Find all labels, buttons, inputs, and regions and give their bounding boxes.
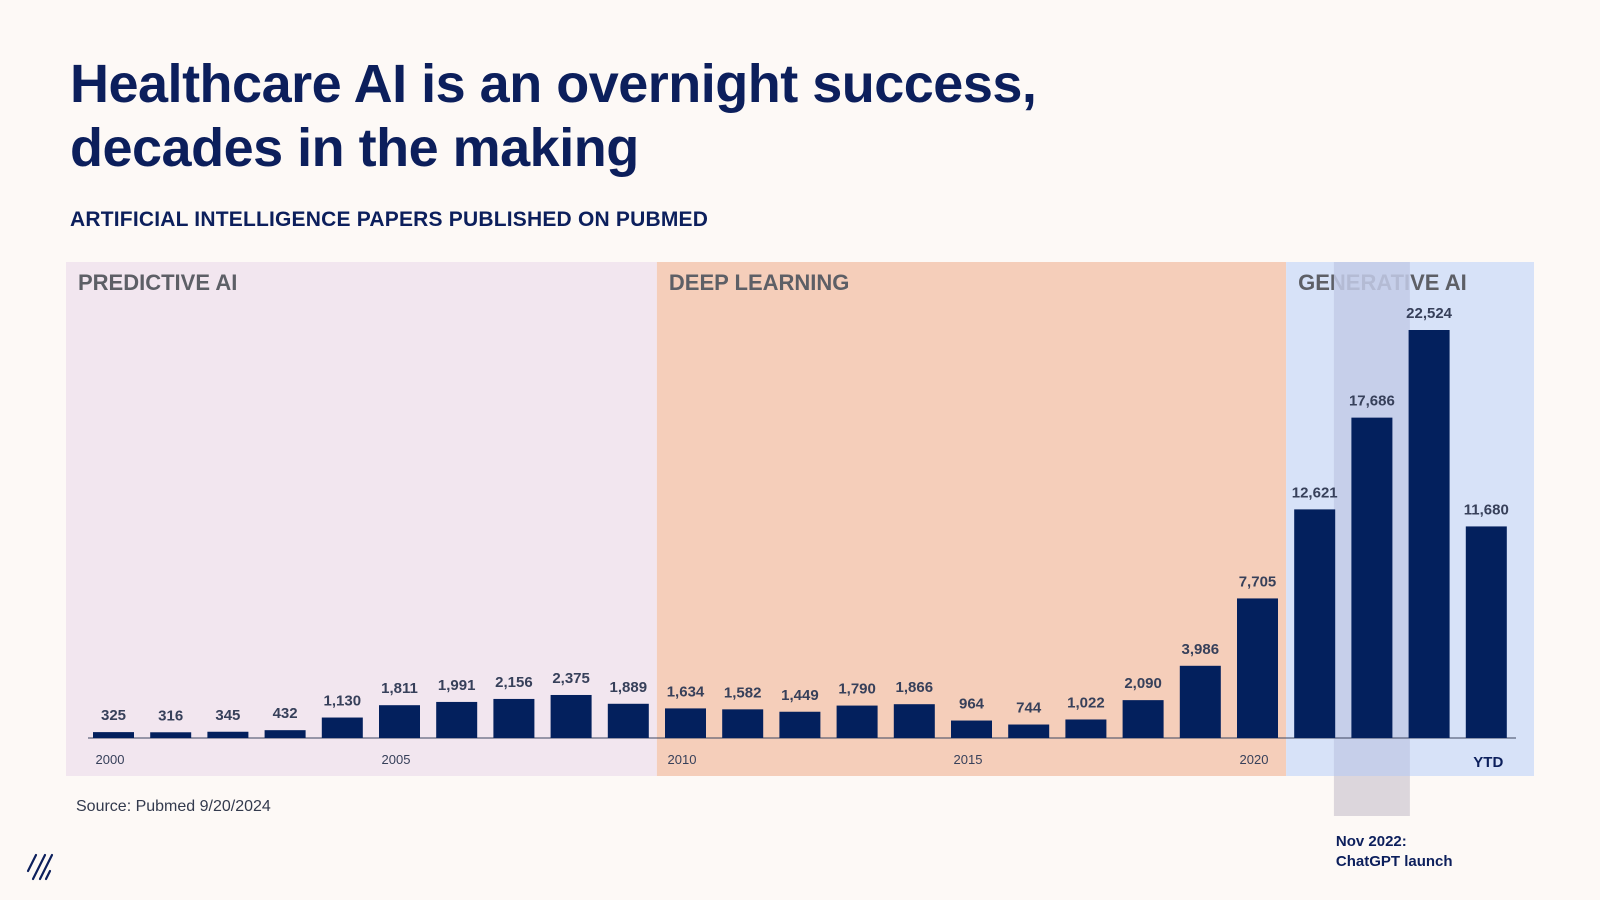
value-label-2008: 2,375	[552, 670, 590, 687]
value-label-2012: 1,449	[781, 687, 819, 704]
era-band-predictive-ai	[66, 262, 657, 776]
annotation-line-1: Nov 2022:	[1336, 833, 1407, 850]
bar-2009	[607, 703, 649, 738]
title-line-2: decades in the making	[70, 118, 639, 178]
x-tick-2010: 2010	[668, 752, 697, 767]
value-label-2022: 17,686	[1349, 393, 1395, 410]
bar-2016	[1008, 724, 1050, 738]
value-label-2018: 2,090	[1124, 675, 1162, 692]
bar-2021	[1294, 509, 1336, 738]
page-title: Healthcare AI is an overnight success, d…	[70, 52, 1037, 180]
annotation-line-2: ChatGPT launch	[1336, 853, 1453, 870]
value-label-2001: 316	[158, 707, 183, 724]
bar-2011	[722, 709, 764, 738]
value-label-2005: 1,811	[381, 680, 418, 697]
bar-2003	[264, 730, 306, 738]
title-line-1: Healthcare AI is an overnight success,	[70, 54, 1037, 114]
bar-2006	[436, 701, 478, 738]
value-label-2017: 1,022	[1067, 694, 1105, 711]
bar-2000	[93, 732, 134, 738]
bar-2018	[1122, 700, 1164, 738]
value-label-2006: 1,991	[438, 677, 476, 694]
x-tick-2015: 2015	[954, 752, 983, 767]
bar-2023	[1408, 330, 1450, 738]
x-tick-2000: 2000	[96, 752, 125, 767]
value-label-2004: 1,130	[324, 693, 362, 710]
value-label-2013: 1,790	[838, 681, 876, 698]
value-label-2015: 964	[959, 696, 985, 713]
value-label-2021: 12,621	[1292, 484, 1338, 501]
bar-2013	[836, 705, 878, 738]
source-note: Source: Pubmed 9/20/2024	[76, 798, 271, 815]
bar-2014	[893, 704, 935, 738]
bar-2020	[1237, 598, 1278, 738]
value-label-2007: 2,156	[495, 674, 533, 691]
bar-2012	[779, 711, 821, 738]
brand-logo-icon	[26, 853, 54, 881]
value-label-2003: 432	[273, 705, 298, 722]
bar-2010	[665, 708, 706, 738]
value-label-2010: 1,634	[667, 683, 705, 700]
x-tick-2005: 2005	[382, 752, 411, 767]
bar-2004	[321, 717, 363, 738]
bar-2005	[379, 705, 420, 738]
bar-2022	[1351, 417, 1393, 738]
value-label-YTD: 11,680	[1464, 501, 1509, 518]
chart-subtitle: ARTIFICIAL INTELLIGENCE PAPERS PUBLISHED…	[70, 208, 709, 231]
value-label-2020: 7,705	[1239, 573, 1277, 590]
value-label-2011: 1,582	[724, 684, 762, 701]
x-tick-2020: 2020	[1240, 752, 1269, 767]
era-label-predictive-ai: PREDICTIVE AI	[78, 270, 237, 295]
x-tick-ytd: YTD	[1473, 754, 1503, 771]
value-label-2023: 22,524	[1406, 305, 1453, 322]
value-label-2002: 345	[215, 707, 240, 724]
value-label-2019: 3,986	[1182, 641, 1220, 658]
bar-2019	[1179, 665, 1221, 738]
bar-YTD	[1465, 526, 1507, 738]
bar-2001	[150, 732, 192, 738]
era-label-deep-learning: DEEP LEARNING	[669, 270, 850, 295]
bar-2017	[1065, 719, 1107, 738]
bar-2008	[550, 694, 592, 738]
bar-2002	[207, 731, 249, 738]
value-label-2009: 1,889	[610, 679, 648, 696]
value-label-2016: 744	[1016, 700, 1042, 717]
value-label-2014: 1,866	[896, 679, 934, 696]
bar-2015	[951, 720, 992, 738]
bar-2007	[493, 698, 535, 738]
chatgpt-highlight-stem	[1333, 776, 1410, 816]
value-label-2000: 325	[101, 707, 126, 724]
